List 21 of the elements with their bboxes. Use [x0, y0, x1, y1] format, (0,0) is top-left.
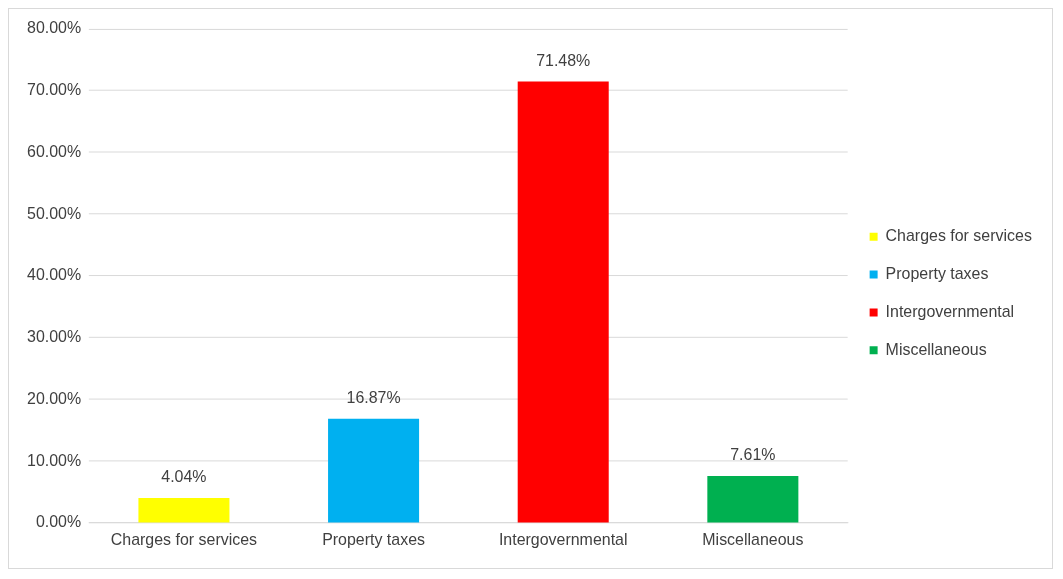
data-label: 7.61% [730, 446, 776, 464]
legend-label: Property taxes [885, 264, 989, 282]
legend-label: Intergovernmental [885, 302, 1015, 320]
y-tick-label: 10.00% [27, 451, 82, 469]
legend-label: Charges for services [885, 227, 1032, 245]
y-tick-label: 0.00% [35, 513, 82, 531]
y-tick-label: 20.00% [27, 389, 82, 407]
x-tick-label: Miscellaneous [702, 530, 804, 548]
data-label: 16.87% [346, 389, 401, 407]
y-tick-label: 80.00% [27, 19, 82, 37]
y-tick-label: 30.00% [27, 328, 82, 346]
x-tick-label: Charges for services [110, 530, 258, 548]
data-label: 4.04% [161, 468, 207, 486]
x-tick-label: Intergovernmental [498, 530, 628, 548]
x-tick-label: Property taxes [322, 530, 426, 548]
legend-label: Miscellaneous [885, 340, 987, 358]
data-label: 71.48% [536, 52, 591, 69]
y-tick-label: 70.00% [27, 81, 82, 99]
y-tick-label: 60.00% [27, 142, 82, 160]
y-tick-label: 50.00% [27, 204, 82, 222]
y-tick-label: 40.00% [27, 266, 82, 284]
